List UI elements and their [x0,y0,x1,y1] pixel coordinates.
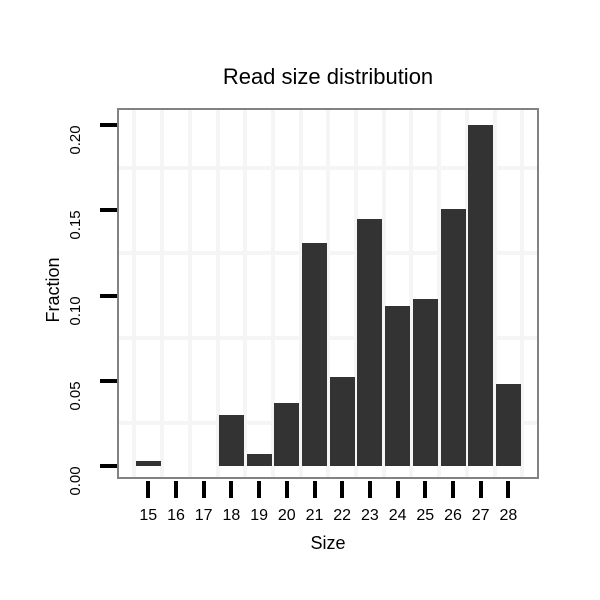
x-tick-label: 17 [194,507,213,524]
bar-15 [135,461,161,466]
vertical-gridline [326,110,331,477]
x-tick [423,481,428,498]
x-tick-label: 23 [360,507,379,524]
x-tick [395,481,400,498]
vertical-gridline [492,110,497,477]
y-tick [100,208,117,213]
vertical-gridline [215,110,220,477]
horizontal-gridline [119,250,537,255]
bar-26 [440,209,466,466]
x-tick-label: 27 [471,507,490,524]
x-tick [257,481,262,498]
x-tick-label: 18 [222,507,241,524]
x-tick-label: 16 [167,507,185,524]
vertical-gridline [270,110,275,477]
vertical-gridline [187,110,192,477]
vertical-gridline [437,110,442,477]
bar-25 [412,299,438,466]
y-tick [100,464,117,468]
x-tick [340,481,345,498]
bar-24 [385,306,411,466]
x-tick [229,481,234,498]
bar-19 [246,454,272,466]
horizontal-gridline [119,336,537,341]
y-tick-label: 0.10 [67,295,84,326]
horizontal-gridline [119,421,537,426]
x-tick-label: 20 [277,507,296,524]
x-tick [201,481,206,498]
y-tick [100,123,117,127]
x-tick-label: 21 [305,507,324,524]
vertical-gridline [354,110,359,477]
x-tick-label: 24 [388,507,407,524]
y-tick-label: 0.20 [67,125,84,155]
vertical-gridline [464,110,469,477]
y-tick [100,293,117,298]
x-tick-label: 26 [444,507,462,524]
bar-27 [468,125,494,466]
y-tick-label: 0.05 [67,381,84,411]
x-tick [367,481,372,498]
vertical-gridline [520,110,525,477]
bar-22 [329,377,355,466]
x-tick [174,481,178,498]
x-tick-label: 15 [139,507,158,524]
vertical-gridline [132,110,137,477]
chart-title: Read size distribution [222,64,434,89]
vertical-gridline [160,110,165,477]
x-tick [284,481,289,498]
x-tick [478,481,483,498]
x-axis-title: Size [310,533,346,553]
horizontal-gridline [119,165,537,170]
x-tick [451,481,455,498]
bar-18 [218,415,244,466]
bar-21 [302,243,327,466]
bar-20 [274,403,300,466]
vertical-gridline [381,110,386,477]
x-tick-label: 22 [333,507,352,524]
y-axis-title: Fraction [43,257,63,323]
y-tick [100,378,117,383]
x-tick-label: 28 [499,507,518,524]
x-tick [146,481,151,498]
vertical-gridline [409,110,414,477]
vertical-gridline [243,110,248,477]
x-tick [506,481,511,498]
x-tick-label: 19 [250,507,268,524]
bar-23 [357,219,383,466]
plot-panel [117,108,539,479]
y-tick-label: 0.00 [67,466,84,496]
x-tick-label: 25 [416,507,435,524]
bar-28 [495,384,521,466]
x-tick [312,481,317,498]
vertical-gridline [298,110,303,477]
y-tick-label: 0.15 [67,210,84,240]
